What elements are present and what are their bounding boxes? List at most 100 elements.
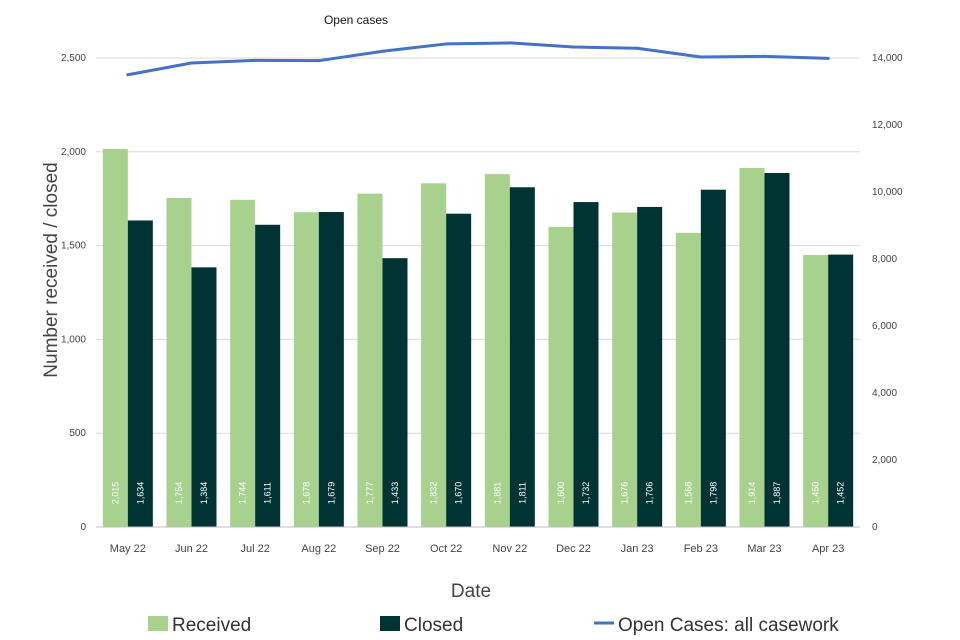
open-cases-point: [826, 56, 830, 60]
open-cases-point: [699, 55, 703, 59]
grid-layer: [96, 57, 860, 434]
x-tick-label: Jan 23: [621, 543, 654, 555]
bar-closed: [509, 187, 535, 527]
open-cases-point: [508, 41, 512, 45]
data-label-closed: 1,452: [836, 482, 846, 505]
open-cases-point: [381, 49, 384, 53]
data-label-closed: 1,384: [199, 482, 209, 505]
bar-received: [357, 193, 383, 527]
bar-received: [293, 212, 319, 527]
data-label-received: 1,914: [747, 482, 757, 505]
data-label-received: 1,678: [301, 482, 311, 505]
bar-received: [612, 212, 638, 527]
data-label-closed: 1,611: [263, 482, 273, 504]
x-tick-label: Jun 22: [175, 543, 208, 555]
data-label-received: 1,881: [492, 482, 502, 505]
y2-tick-label: 10,000: [872, 187, 903, 198]
bar-closed: [764, 172, 790, 528]
open-cases-point: [190, 61, 193, 65]
bar-closed: [637, 206, 663, 527]
bar-closed: [382, 258, 408, 527]
open-cases-point: [253, 58, 257, 62]
y-tick-label: 1,500: [61, 241, 86, 252]
bar-closed: [573, 202, 599, 528]
open-cases-point: [572, 45, 575, 49]
data-label-received: 1,777: [365, 482, 375, 505]
x-tick-label: Jul 22: [240, 543, 269, 555]
y-tick-label: 2,000: [61, 147, 86, 158]
y-axis-title: Number received / closed: [41, 162, 62, 377]
line-layer: [126, 41, 830, 77]
data-label-closed: 1,634: [135, 482, 145, 505]
legend-label-closed: Closed: [404, 615, 463, 636]
y-tick-label: 0: [80, 522, 86, 533]
x-tick-label: Aug 22: [301, 543, 336, 555]
data-label-received: 1,744: [238, 482, 248, 505]
data-label-closed: 1,887: [772, 482, 782, 505]
y2-tick-label: 12,000: [872, 120, 903, 131]
x-tick-label: Oct 22: [430, 543, 462, 555]
axes-layer: 0 500 1,000 1,500 2,000 2,500 0 2,000 4,000 6,000…: [61, 53, 903, 555]
data-label-closed: 1,679: [326, 482, 336, 505]
x-tick-label: May 22: [110, 543, 146, 555]
legend-swatch-received: [148, 616, 168, 631]
bar-received: [803, 254, 829, 528]
open-cases-line: [126, 41, 830, 77]
legend-label-received: Received: [172, 615, 251, 636]
x-tick-label: Feb 23: [684, 543, 718, 555]
data-label-received: 2,015: [110, 482, 120, 505]
y-tick-label: 1,000: [61, 334, 86, 345]
data-label-closed: 1,811: [517, 482, 527, 504]
bar-closed: [255, 224, 281, 527]
x-axis-title: Date: [451, 581, 491, 602]
bar-received: [230, 199, 256, 527]
legend-label-open-cases: Open Cases: all casework: [618, 615, 839, 636]
y2-tick-label: 0: [872, 522, 878, 533]
open-cases-point: [317, 59, 321, 63]
bar-received: [675, 232, 701, 527]
bar-closed: [191, 267, 217, 527]
bar-closed: [700, 189, 726, 528]
open-cases-point: [444, 42, 448, 46]
data-label-closed: 1,706: [645, 482, 655, 505]
bars-layer: 2,015 1,634 1,754 1,384 1,744 1,611 1,678 1,679…: [102, 148, 854, 528]
data-label-closed: 1,798: [708, 482, 718, 505]
y2-tick-label: 4,000: [872, 388, 897, 399]
y-tick-label: 500: [69, 428, 86, 439]
bar-received: [166, 197, 192, 528]
line-title: Open cases: [324, 13, 388, 27]
y2-tick-label: 8,000: [872, 254, 897, 265]
bar-received: [421, 183, 447, 527]
data-label-received: 1,600: [556, 482, 566, 505]
y2-tick-label: 2,000: [872, 455, 897, 466]
legend: Received Closed Open Cases: all casework: [148, 615, 839, 636]
x-tick-label: Apr 23: [812, 543, 844, 555]
y2-tick-label: 6,000: [872, 321, 897, 332]
bar-closed: [828, 254, 854, 527]
x-tick-label: Mar 23: [747, 543, 781, 555]
y-tick-label: 2,500: [61, 53, 86, 64]
x-tick-label: Nov 22: [492, 543, 527, 555]
legend-swatch-closed: [380, 616, 400, 631]
open-cases-point: [763, 54, 766, 58]
open-cases-point: [635, 46, 639, 50]
data-label-received: 1,676: [620, 482, 630, 505]
data-label-received: 1,832: [429, 482, 439, 505]
x-tick-label: Sep 22: [365, 543, 400, 555]
bar-received: [102, 148, 128, 527]
bar-received: [548, 226, 574, 527]
data-label-received: 1,754: [174, 482, 184, 505]
bar-received: [739, 167, 765, 527]
data-label-closed: 1,433: [390, 482, 400, 505]
data-label-closed: 1,670: [454, 482, 464, 505]
x-tick-label: Dec 22: [556, 543, 591, 555]
bar-received: [484, 174, 510, 528]
y2-tick-label: 14,000: [872, 53, 903, 64]
bar-closed: [127, 220, 153, 527]
data-label-closed: 1,732: [581, 482, 591, 505]
data-label-received: 1,450: [811, 482, 821, 505]
bar-closed: [446, 213, 472, 527]
bar-closed: [318, 212, 344, 528]
